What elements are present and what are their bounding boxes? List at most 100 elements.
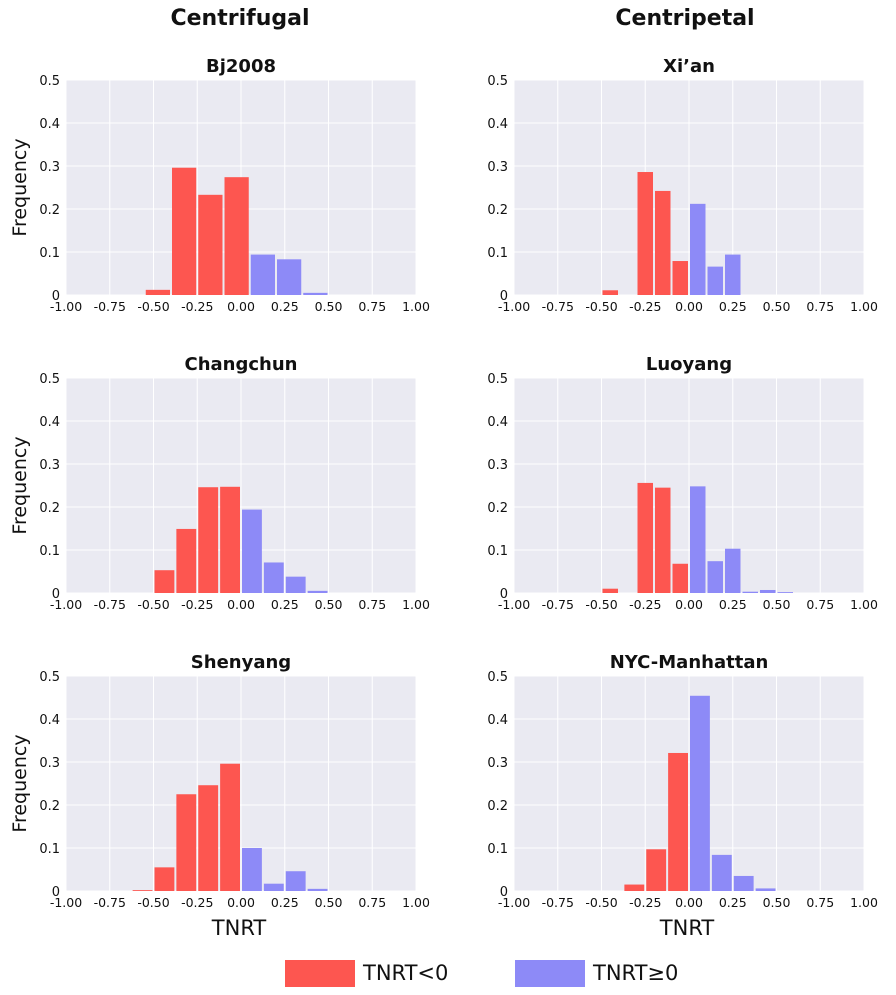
histogram-panel: Changchun 0 0.1 0.2 0.3 0.4 0.5 -1.00 -0.75 -0.50… (9, 354, 430, 612)
x-tick-label: 1.00 (402, 895, 430, 910)
x-tick-label: 0.75 (806, 299, 834, 314)
histogram-bar (242, 509, 262, 593)
x-tick-label: 0.25 (271, 597, 299, 612)
histogram-bar (707, 266, 723, 295)
y-tick-label: 0 (500, 885, 508, 900)
x-tick-label: 0.50 (315, 299, 343, 314)
histogram-bar (154, 570, 175, 593)
x-tick-label: -0.75 (542, 299, 574, 314)
y-axis-label: Frequency (9, 138, 31, 236)
x-tick-label: -0.25 (629, 597, 661, 612)
histogram-bar (760, 589, 776, 593)
y-tick-label: 0.4 (39, 117, 60, 132)
histogram-bar (672, 563, 688, 593)
histogram-bar (602, 588, 618, 593)
histogram-bar (198, 785, 219, 891)
x-tick-label: 1.00 (850, 299, 878, 314)
histogram-bar (668, 752, 688, 891)
y-tick-label: 0.5 (487, 74, 508, 89)
x-tick-label: -0.75 (542, 895, 574, 910)
y-tick-label: 0.1 (487, 544, 508, 559)
x-tick-label: 1.00 (402, 597, 430, 612)
histogram-bar (250, 254, 275, 295)
histogram-bar (285, 871, 306, 891)
x-tick-label: 0.75 (358, 597, 386, 612)
x-tick-label: -1.00 (498, 597, 530, 612)
legend-label-negative: TNRT<0 (363, 961, 449, 985)
histogram-bar (176, 794, 197, 891)
y-tick-label: 0.2 (487, 799, 508, 814)
y-tick-label: 0.4 (487, 713, 508, 728)
chart-figure: Bj2008 0 0.1 0.2 0.3 0.4 0.5 -1.00 -0.75 -0.50 -0.… (9, 56, 878, 940)
x-tick-label: -0.25 (629, 299, 661, 314)
panel-title: Bj2008 (206, 56, 276, 77)
x-tick-label: -1.00 (50, 597, 82, 612)
histogram-panel: Luoyang 0 0.1 0.2 0.3 0.4 0.5 -1.00 -0.75 -0.50 -0… (487, 354, 878, 612)
histogram-panel: Shenyang 0 0.1 0.2 0.3 0.4 0.5 -1.00 -0.75 -0.50-… (9, 652, 430, 940)
x-tick-label: 0.75 (806, 895, 834, 910)
histogram-bar (755, 888, 776, 891)
histogram-bar (707, 561, 723, 593)
histogram-bar (733, 875, 754, 891)
x-tick-label: 0.25 (271, 895, 299, 910)
y-tick-label: 0.3 (39, 160, 60, 175)
x-tick-label: -0.25 (181, 895, 213, 910)
x-tick-label: 1.00 (402, 299, 430, 314)
x-tick-label: 0.50 (315, 597, 343, 612)
x-tick-label: -1.00 (498, 895, 530, 910)
histogram-bar (277, 259, 302, 295)
histogram-bar (725, 254, 741, 295)
x-tick-label: 0.00 (675, 895, 703, 910)
histogram-bar (637, 172, 653, 295)
y-tick-label: 0.3 (487, 458, 508, 473)
histogram-bar (624, 884, 645, 891)
y-tick-label: 0.5 (487, 372, 508, 387)
y-tick-label: 0 (52, 885, 60, 900)
x-tick-label: -0.75 (94, 299, 126, 314)
y-tick-label: 0.3 (487, 160, 508, 175)
y-tick-label: 0.3 (39, 458, 60, 473)
histogram-bar (655, 487, 671, 593)
histogram-bar (220, 486, 240, 593)
histogram-bar (285, 576, 306, 593)
y-tick-label: 0.3 (39, 756, 60, 771)
y-tick-label: 0.5 (39, 372, 60, 387)
panel-title: Shenyang (191, 652, 291, 673)
x-tick-label: 0.25 (719, 299, 747, 314)
x-axis-label: TNRT (211, 916, 267, 940)
x-tick-label: -0.75 (94, 597, 126, 612)
x-tick-label: 0.25 (719, 895, 747, 910)
histogram-panel: Xi’an 0 0.1 0.2 0.3 0.4 0.5 -1.00 -0.75 -0.50 -0.2… (487, 56, 878, 314)
histogram-bar (145, 289, 170, 295)
y-tick-label: 0.2 (39, 501, 60, 516)
y-tick-label: 0.4 (487, 415, 508, 430)
histogram-bar (303, 292, 328, 295)
histogram-bar (637, 482, 653, 593)
histogram-bar (198, 487, 219, 593)
y-tick-label: 0 (52, 289, 60, 304)
y-tick-label: 0.5 (487, 670, 508, 685)
histogram-bar (655, 190, 671, 295)
y-axis-label: Frequency (9, 734, 31, 832)
legend-swatch-negative (285, 959, 355, 987)
x-tick-label: -0.50 (585, 895, 617, 910)
y-tick-label: 0 (52, 587, 60, 602)
histogram-bar (672, 261, 688, 295)
histogram-bar (263, 883, 284, 891)
histogram-bar (690, 486, 706, 593)
y-tick-label: 0.3 (487, 756, 508, 771)
x-tick-label: -0.50 (137, 299, 169, 314)
histogram-bar (646, 849, 667, 891)
histogram-bar (176, 528, 197, 593)
x-tick-label: 0.00 (227, 895, 255, 910)
y-tick-label: 0.1 (39, 842, 60, 857)
x-tick-label: -0.75 (94, 895, 126, 910)
y-tick-label: 0.4 (39, 713, 60, 728)
legend: TNRT≥0 (515, 958, 678, 988)
histogram-bar (220, 763, 240, 891)
x-tick-label: 0.50 (763, 597, 791, 612)
x-tick-label: 0.00 (227, 597, 255, 612)
y-tick-label: 0.2 (39, 799, 60, 814)
histogram-bar (602, 290, 618, 295)
